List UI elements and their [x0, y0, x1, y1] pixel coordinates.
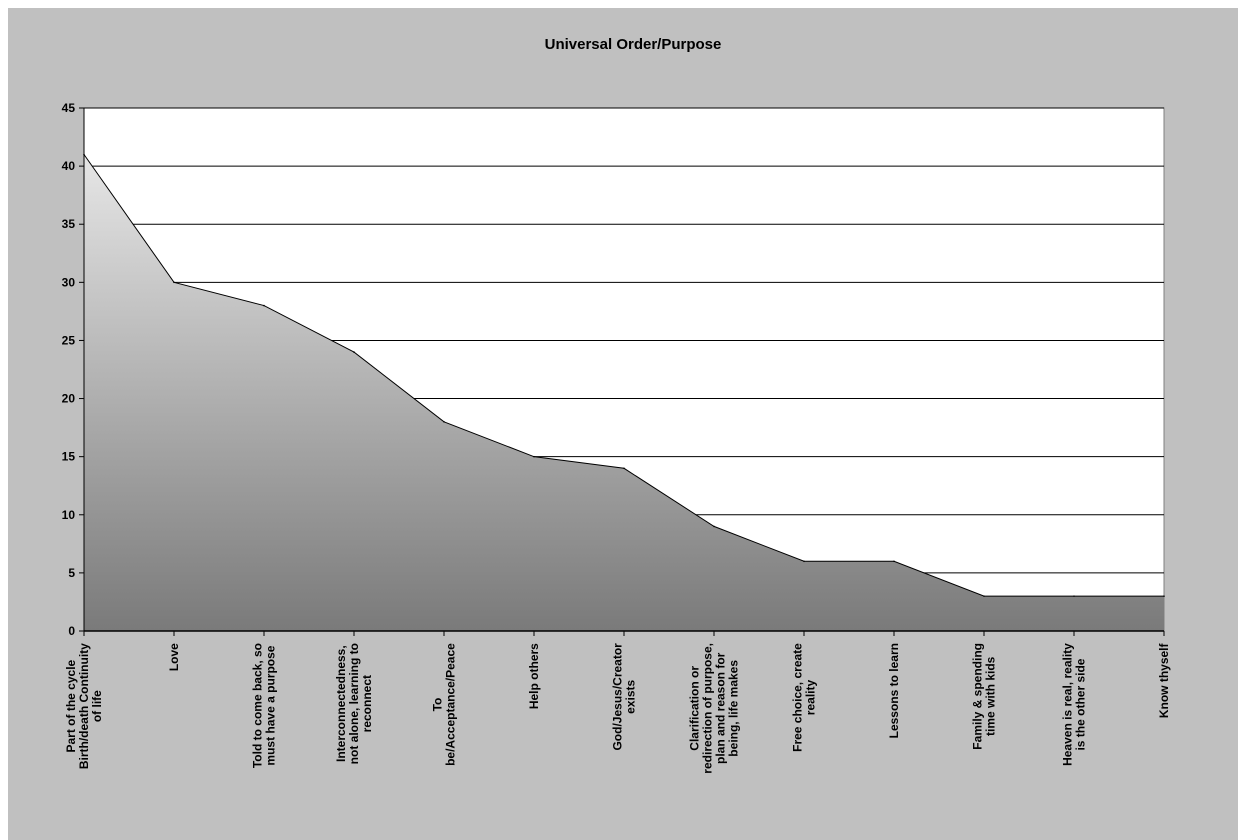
y-tick-label: 35: [62, 217, 76, 231]
data-point: [1073, 595, 1075, 597]
area-fill: [84, 154, 1164, 631]
x-tick-label-line: To: [431, 698, 445, 712]
x-tick-label-line: be/Acceptance/Peace: [444, 643, 458, 766]
x-tick-label-line: of life: [90, 690, 104, 722]
x-tick-label: Family & spendingtime with kids: [971, 643, 998, 750]
x-tick-label: Tobe/Acceptance/Peace: [431, 643, 458, 766]
x-tick-label-line: Clarification or: [688, 666, 702, 751]
area-chart: Universal Order/Purpose 0 5 10 15 20 25 30 35 40…: [8, 8, 1238, 840]
x-tick-label: Free choice, createreality: [791, 643, 818, 752]
data-point: [983, 595, 985, 597]
y-tick-label: 20: [62, 392, 76, 406]
x-tick-label-line: reality: [804, 680, 818, 716]
data-point: [533, 455, 535, 458]
y-tick-label: 45: [62, 101, 76, 115]
area-series: [83, 153, 1165, 631]
x-tick-label-line: Help others: [527, 643, 541, 709]
y-tick-label: 15: [62, 450, 76, 464]
x-tick-label-line: reconnect: [360, 675, 374, 732]
x-axis: Part of the cycleBirth/death Continuityo…: [64, 630, 1171, 774]
x-tick-label-line: Lessons to learn: [887, 643, 901, 738]
y-tick-label: 0: [68, 624, 75, 638]
x-tick-label-line: redirection of purpose,: [701, 643, 715, 774]
x-tick-label-line: time with kids: [984, 656, 998, 736]
x-tick-label: Love: [167, 643, 181, 671]
data-point: [263, 304, 265, 307]
x-tick-label-line: Know thyself: [1157, 642, 1171, 718]
data-point: [443, 421, 445, 423]
x-tick-label: Clarification orredirection of purpose,p…: [688, 643, 741, 774]
x-tick-label: Heaven is real, realityis the other side: [1061, 643, 1088, 766]
x-tick-label: Lessons to learn: [887, 643, 901, 738]
x-tick-label-line: Heaven is real, reality: [1061, 643, 1075, 766]
y-tick-label: 25: [62, 333, 76, 347]
x-tick-label-line: plan and reason for: [714, 652, 728, 764]
x-tick-label: Help others: [527, 643, 541, 709]
data-point: [803, 560, 805, 563]
x-tick-label-line: God/Jesus/Creator: [611, 643, 625, 751]
x-tick-label-line: Birth/death Continuity: [77, 643, 91, 769]
y-tick-label: 30: [62, 275, 76, 289]
data-point: [353, 351, 355, 353]
x-tick-label-line: not alone, learning to: [347, 643, 361, 764]
x-tick-label-line: Interconnectedness,: [334, 645, 348, 762]
x-tick-label-line: must have a purpose: [264, 645, 278, 765]
x-tick-label-line: exists: [624, 680, 638, 714]
x-tick-label-line: Part of the cycle: [64, 659, 78, 752]
data-point: [893, 560, 895, 563]
chart-container: Universal Order/Purpose 0 5 10 15 20 25 30 35 40…: [8, 8, 1238, 840]
x-tick-label-line: Love: [167, 643, 181, 671]
data-point: [1163, 595, 1165, 597]
data-point: [623, 467, 625, 470]
x-tick-label: Part of the cycleBirth/death Continuityo…: [64, 643, 104, 769]
y-tick-label: 10: [62, 508, 76, 522]
y-tick-label: 5: [68, 566, 75, 580]
x-tick-label: God/Jesus/Creatorexists: [611, 643, 638, 751]
x-tick-label-line: Family & spending: [971, 643, 985, 750]
x-tick-label: Know thyself: [1157, 642, 1171, 718]
x-tick-label-line: Told to come back, so: [251, 643, 265, 768]
x-tick-label-line: being, life makes: [727, 660, 741, 757]
x-tick-label: Told to come back, somust have a purpose: [251, 643, 278, 768]
x-tick-label-line: is the other side: [1074, 658, 1088, 750]
chart-title: Universal Order/Purpose: [545, 36, 722, 53]
data-point: [713, 525, 715, 528]
y-tick-label: 40: [62, 159, 76, 173]
data-point: [173, 281, 175, 284]
y-axis: 0 5 10 15 20 25 30 35 40 45: [62, 101, 85, 638]
x-tick-label: Interconnectedness,not alone, learning t…: [334, 643, 374, 764]
x-tick-label-line: Free choice, create: [791, 643, 805, 752]
